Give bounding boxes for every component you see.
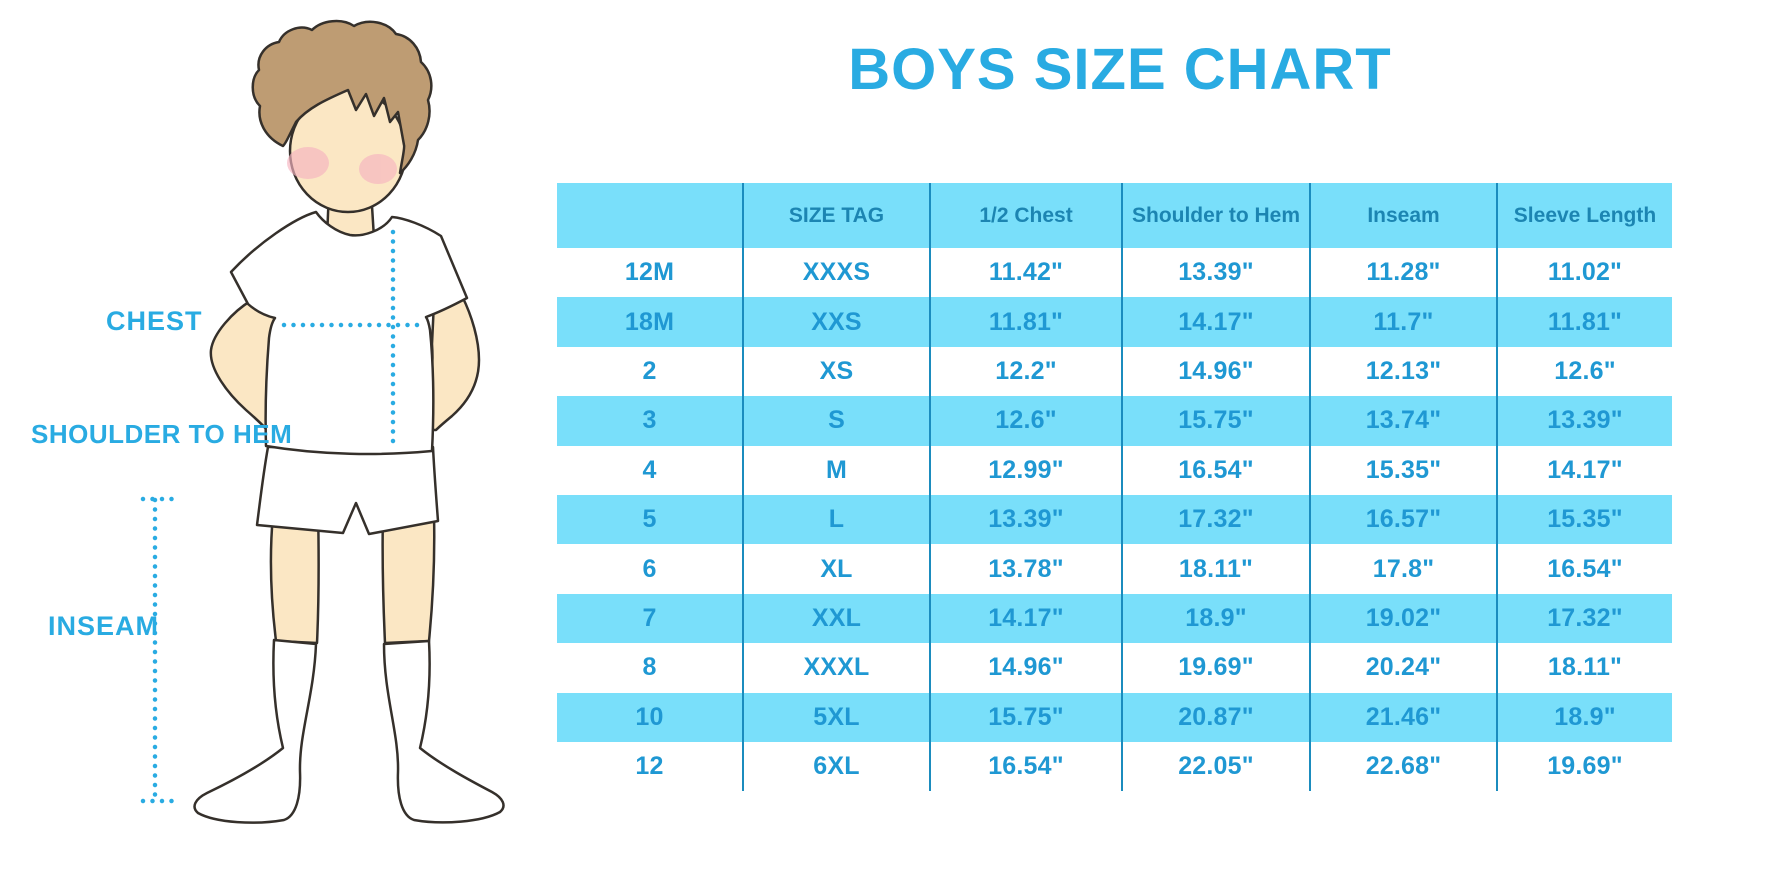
table-cell: 15.75": [931, 692, 1123, 742]
table-cell: 11.42": [931, 248, 1123, 298]
left-leg: [269, 506, 320, 645]
size-row-label: 2: [557, 346, 744, 397]
table-cell: XXXS: [744, 248, 931, 298]
table-cell: 19.69": [1123, 643, 1311, 693]
table-cell: 15.35": [1498, 494, 1672, 545]
table-cell: 13.39": [1498, 396, 1672, 446]
table-cell: 18.9": [1498, 692, 1672, 742]
table-cell: L: [744, 494, 931, 545]
table-cell: XS: [744, 346, 931, 397]
left-blush: [287, 147, 329, 179]
right-sock: [382, 639, 505, 824]
table-cell: 17.8": [1311, 544, 1498, 594]
table-cell: M: [744, 445, 931, 495]
header-cell: Sleeve Length: [1498, 183, 1672, 248]
right-blush: [359, 154, 397, 184]
table-cell: 12.6": [931, 396, 1123, 446]
size-row-label: 5: [557, 494, 744, 545]
size-table: SIZE TAG 1/2 Chest Shoulder to Hem Inseam Sl…: [557, 183, 1672, 792]
header-cell: SIZE TAG: [744, 183, 931, 248]
table-cell: 21.46": [1311, 692, 1498, 742]
table-cell: 11.28": [1311, 248, 1498, 298]
table-cell: 13.39": [1123, 248, 1311, 298]
page-title: BOYS SIZE CHART: [848, 37, 1392, 102]
header-cell-empty: [557, 183, 744, 248]
table-cell: 13.39": [931, 494, 1123, 545]
table-cell: 11.02": [1547, 258, 1623, 287]
size-row-label: 7: [557, 593, 744, 644]
boy-figure-illustration: [140, 19, 505, 824]
table-cell: 6XL: [744, 741, 931, 792]
table-cell: 14.96": [1123, 346, 1311, 397]
table-cell: 14.17": [931, 593, 1123, 644]
shoulder-to-hem-label: SHOULDER TO HEM: [31, 419, 293, 449]
table-cell: 17.32": [1498, 593, 1672, 644]
table-cell: 13.74": [1311, 396, 1498, 446]
table-cell: 22.05": [1123, 741, 1311, 792]
table-cell: S: [744, 396, 931, 446]
table-cell: 13.78": [931, 544, 1123, 594]
left-sock: [193, 638, 318, 824]
table-cell: 14.17": [1123, 297, 1311, 347]
size-row-label: 8: [557, 643, 744, 693]
table-cell: 16.57": [1311, 494, 1498, 545]
measurement-lines: [140, 229, 426, 804]
table-cell: 20.87": [1123, 692, 1311, 742]
table-cell: XL: [744, 544, 931, 594]
table-cell: 12.2": [931, 346, 1123, 397]
header-cell: Inseam: [1311, 183, 1498, 248]
table-cell: 16.54": [1123, 445, 1311, 495]
size-row-label: 18M: [557, 297, 744, 347]
table-cell: 18.9": [1123, 593, 1311, 644]
table-cell: 12.99": [931, 445, 1123, 495]
shorts: [255, 445, 440, 536]
table-cell: 22.68": [1311, 741, 1498, 792]
table-cell: 16.54": [931, 741, 1123, 792]
inseam-label: INSEAM: [48, 611, 160, 641]
size-row-label: 3: [557, 396, 744, 446]
table-cell: 17.32": [1123, 494, 1311, 545]
chest-label: CHEST: [106, 306, 203, 336]
table-cell: XXS: [744, 297, 931, 347]
table-cell: 12.13": [1311, 346, 1498, 397]
size-row-label: 6: [557, 544, 744, 594]
table-cell: 12.6": [1554, 356, 1616, 385]
table-cell: 5XL: [744, 692, 931, 742]
table-cell: 14.17": [1547, 455, 1623, 484]
table-cell: 18.11": [1547, 653, 1623, 682]
table-cell: 11.7": [1311, 297, 1498, 347]
table-cell: 14.96": [931, 643, 1123, 693]
table-cell: 11.81": [1498, 297, 1672, 347]
table-cell: 15.35": [1311, 445, 1498, 495]
table-cell: 18.11": [1123, 544, 1311, 594]
table-cell: XXL: [744, 593, 931, 644]
size-row-label: 10: [557, 692, 744, 742]
header-cell: 1/2 Chest: [931, 183, 1123, 248]
table-cell: 20.24": [1311, 643, 1498, 693]
table-cell: 15.75": [1123, 396, 1311, 446]
table-cell: 16.54": [1547, 554, 1623, 583]
shirt: [229, 210, 469, 456]
table-cell: XXXL: [744, 643, 931, 693]
table-cell: 19.02": [1311, 593, 1498, 644]
size-row-label: 12M: [557, 248, 744, 298]
table-cell: 19.69": [1547, 752, 1623, 781]
size-row-label: 4: [557, 445, 744, 495]
header-cell: Shoulder to Hem: [1123, 183, 1311, 248]
table-cell: 11.81": [931, 297, 1123, 347]
hair: [251, 19, 433, 175]
size-row-label: 12: [557, 741, 744, 792]
